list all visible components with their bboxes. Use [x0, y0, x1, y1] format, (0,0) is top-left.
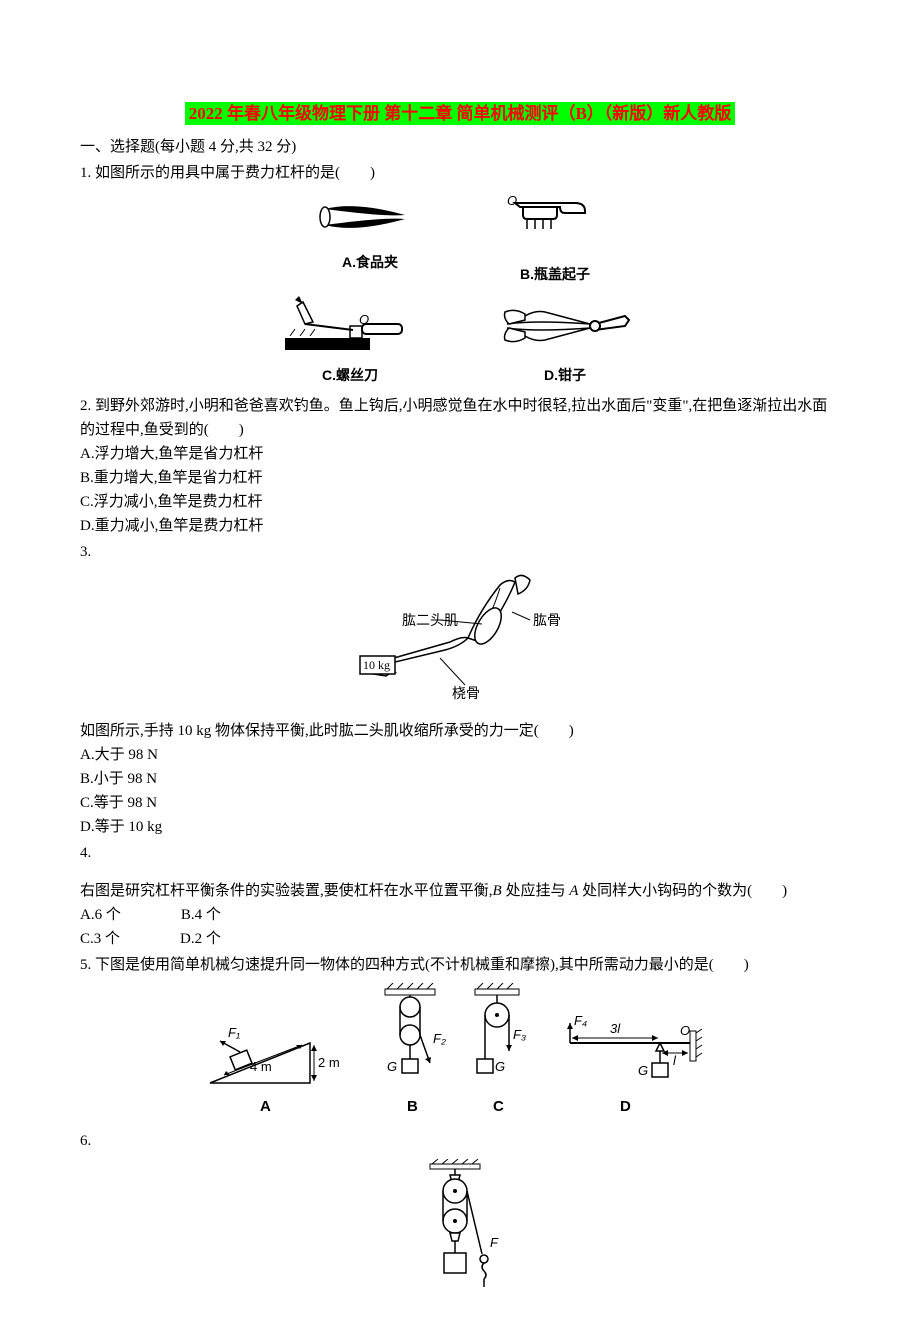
q3-arm-figure: 肱二头肌 肱骨 10 kg 桡骨: [340, 570, 580, 713]
q5-stem: 5. 下图是使用简单机械匀速提升同一物体的四种方式(不计机械重和摩擦),其中所需…: [80, 953, 840, 977]
q1-cap-c: C.螺丝刀: [285, 364, 415, 386]
q3-label-radius: 桡骨: [452, 686, 480, 702]
q1-figrow-1: A.食品夹 O B.瓶盖起子: [80, 193, 840, 285]
q1-cap-d: D.钳子: [495, 364, 635, 386]
question-3: 3. 肱二头肌 肱骨 10 kg 桡骨 如图所示,手持 10 kg 物体保持平衡…: [80, 540, 840, 839]
svg-text:A: A: [260, 1098, 271, 1115]
svg-text:F₃: F₃: [513, 1027, 526, 1042]
page-title: 2022 年春八年级物理下册 第十二章 简单机械测评（B）（新版）新人教版: [80, 100, 840, 127]
question-1: 1. 如图所示的用具中属于费力杠杆的是( ) A.食品夹 O: [80, 161, 840, 386]
svg-text:G: G: [387, 1059, 397, 1074]
q4-stem: 右图是研究杠杆平衡条件的实验装置,要使杠杆在水平位置平衡,B 处应挂与 A 处同…: [80, 879, 840, 903]
svg-text:O: O: [680, 1023, 690, 1038]
section-heading: 一、选择题(每小题 4 分,共 32 分): [80, 135, 840, 159]
question-4: 4. 右图是研究杠杆平衡条件的实验装置,要使杠杆在水平位置平衡,B 处应挂与 A…: [80, 841, 840, 951]
svg-text:3l: 3l: [610, 1021, 621, 1036]
q6-num: 6.: [80, 1129, 840, 1153]
q4-opt-d: D.2 个: [180, 927, 221, 951]
q2-opt-b: B.重力增大,鱼竿是省力杠杆: [80, 466, 840, 490]
q3-opt-b: B.小于 98 N: [80, 767, 840, 791]
q3-opt-c: C.等于 98 N: [80, 791, 840, 815]
svg-text:D: D: [620, 1098, 631, 1115]
q3-opt-d: D.等于 10 kg: [80, 815, 840, 839]
q3-stem: 如图所示,手持 10 kg 物体保持平衡,此时肱二头肌收缩所承受的力一定( ): [80, 719, 840, 743]
q4-opt-c: C.3 个: [80, 927, 120, 951]
svg-text:4 m: 4 m: [250, 1059, 272, 1074]
q2-opt-c: C.浮力减小,鱼竿是费力杠杆: [80, 490, 840, 514]
q3-num: 3.: [80, 540, 840, 564]
q1-fig-c-screwdriver: O: [285, 294, 415, 362]
q1-label-o1: O: [507, 193, 517, 208]
svg-text:C: C: [493, 1098, 504, 1115]
q3-label-10kg: 10 kg: [363, 658, 390, 672]
q5-figure: F₁ 4 m 2 m A: [200, 983, 720, 1123]
svg-text:G: G: [495, 1059, 505, 1074]
svg-text:F₁: F₁: [228, 1025, 240, 1040]
svg-text:F₂: F₂: [433, 1031, 446, 1046]
q1-cap-a: A.食品夹: [315, 251, 425, 273]
svg-text:G: G: [638, 1063, 648, 1078]
q4-num: 4.: [80, 841, 840, 865]
q2-opt-d: D.重力减小,鱼竿是费力杠杆: [80, 514, 840, 538]
question-5: 5. 下图是使用简单机械匀速提升同一物体的四种方式(不计机械重和摩擦),其中所需…: [80, 953, 840, 1123]
svg-text:l: l: [673, 1053, 677, 1068]
q3-label-humerus: 肱骨: [533, 613, 561, 629]
q2-stem: 2. 到野外郊游时,小明和爸爸喜欢钓鱼。鱼上钩后,小明感觉鱼在水中时很轻,拉出水…: [80, 394, 840, 442]
q2-opt-a: A.浮力增大,鱼竿是省力杠杆: [80, 442, 840, 466]
q4-opt-a: A.6 个: [80, 903, 121, 927]
q1-stem: 1. 如图所示的用具中属于费力杠杆的是( ): [80, 161, 840, 185]
question-6: 6. F: [80, 1129, 840, 1289]
question-2: 2. 到野外郊游时,小明和爸爸喜欢钓鱼。鱼上钩后,小明感觉鱼在水中时很轻,拉出水…: [80, 394, 840, 538]
q1-fig-a-tongs: [315, 193, 425, 249]
q1-cap-b: B.瓶盖起子: [505, 263, 605, 285]
q1-figrow-2: O C.螺丝刀 D.钳子: [80, 294, 840, 386]
q3-opt-a: A.大于 98 N: [80, 743, 840, 767]
q4-opt-b: B.4 个: [181, 903, 221, 927]
svg-text:F₄: F₄: [574, 1013, 587, 1028]
q1-fig-b-opener: O: [505, 193, 605, 261]
q1-fig-d-pliers: [495, 294, 635, 362]
svg-text:F: F: [490, 1235, 499, 1250]
q6-figure: F: [410, 1159, 510, 1289]
svg-text:B: B: [407, 1098, 418, 1115]
svg-text:2 m: 2 m: [318, 1055, 340, 1070]
q3-label-bicep: 肱二头肌: [402, 613, 458, 629]
